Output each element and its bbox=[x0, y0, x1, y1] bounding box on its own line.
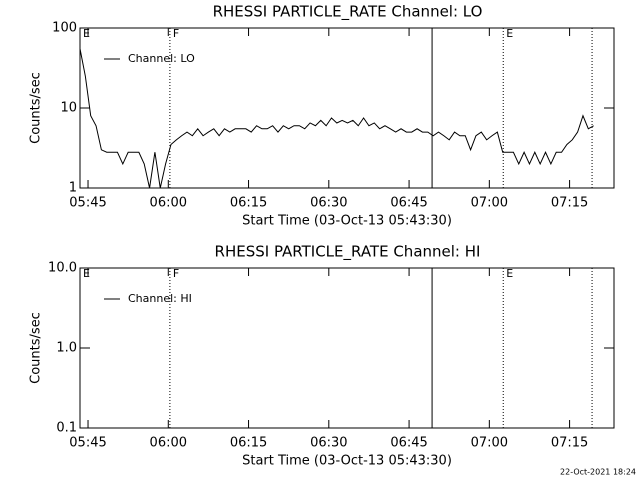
y-tick-label: 1 bbox=[69, 181, 77, 196]
x-tick-label: 06:15 bbox=[230, 436, 267, 451]
timestamp: 22-Oct-2021 18:24 bbox=[560, 468, 636, 477]
x-tick-label: 06:00 bbox=[150, 436, 187, 451]
x-tick-label: 06:45 bbox=[390, 196, 427, 211]
x-tick-label: 07:15 bbox=[551, 436, 588, 451]
y-axis-title: Counts/sec bbox=[29, 312, 44, 384]
x-axis-title: Start Time (03-Oct-13 05:43:30) bbox=[242, 214, 452, 229]
flag-label: F bbox=[173, 267, 179, 280]
flag-label: E bbox=[506, 267, 513, 280]
chart-title: RHESSI PARTICLE_RATE Channel: LO bbox=[213, 3, 483, 22]
y-tick-label: 10.0 bbox=[48, 261, 77, 276]
x-tick-label: 05:45 bbox=[69, 196, 106, 211]
data-line bbox=[79, 48, 594, 189]
flag-label: F bbox=[173, 27, 179, 40]
x-tick-label: 06:00 bbox=[150, 196, 187, 211]
chart-title: RHESSI PARTICLE_RATE Channel: HI bbox=[215, 243, 481, 262]
x-tick-label: 06:15 bbox=[230, 196, 267, 211]
x-tick-label: 06:30 bbox=[310, 196, 347, 211]
x-tick-label: 05:45 bbox=[69, 436, 106, 451]
flag-label: E bbox=[83, 267, 90, 280]
legend-label: Channel: LO bbox=[128, 52, 195, 65]
x-tick-label: 07:00 bbox=[471, 436, 508, 451]
y-tick-label: 10 bbox=[60, 101, 77, 116]
y-axis-title: Counts/sec bbox=[29, 72, 44, 144]
y-tick-label: 100 bbox=[52, 21, 77, 36]
y-tick-label: 1.0 bbox=[56, 341, 77, 356]
y-tick-label: 0.1 bbox=[56, 421, 77, 436]
x-tick-label: 07:15 bbox=[551, 196, 588, 211]
x-axis-title: Start Time (03-Oct-13 05:43:30) bbox=[242, 454, 452, 469]
legend-label: Channel: HI bbox=[128, 292, 192, 305]
flag-label: E bbox=[506, 27, 513, 40]
x-tick-label: 06:30 bbox=[310, 436, 347, 451]
flag-label: E bbox=[83, 27, 90, 40]
x-tick-label: 06:45 bbox=[390, 436, 427, 451]
x-tick-label: 07:00 bbox=[471, 196, 508, 211]
